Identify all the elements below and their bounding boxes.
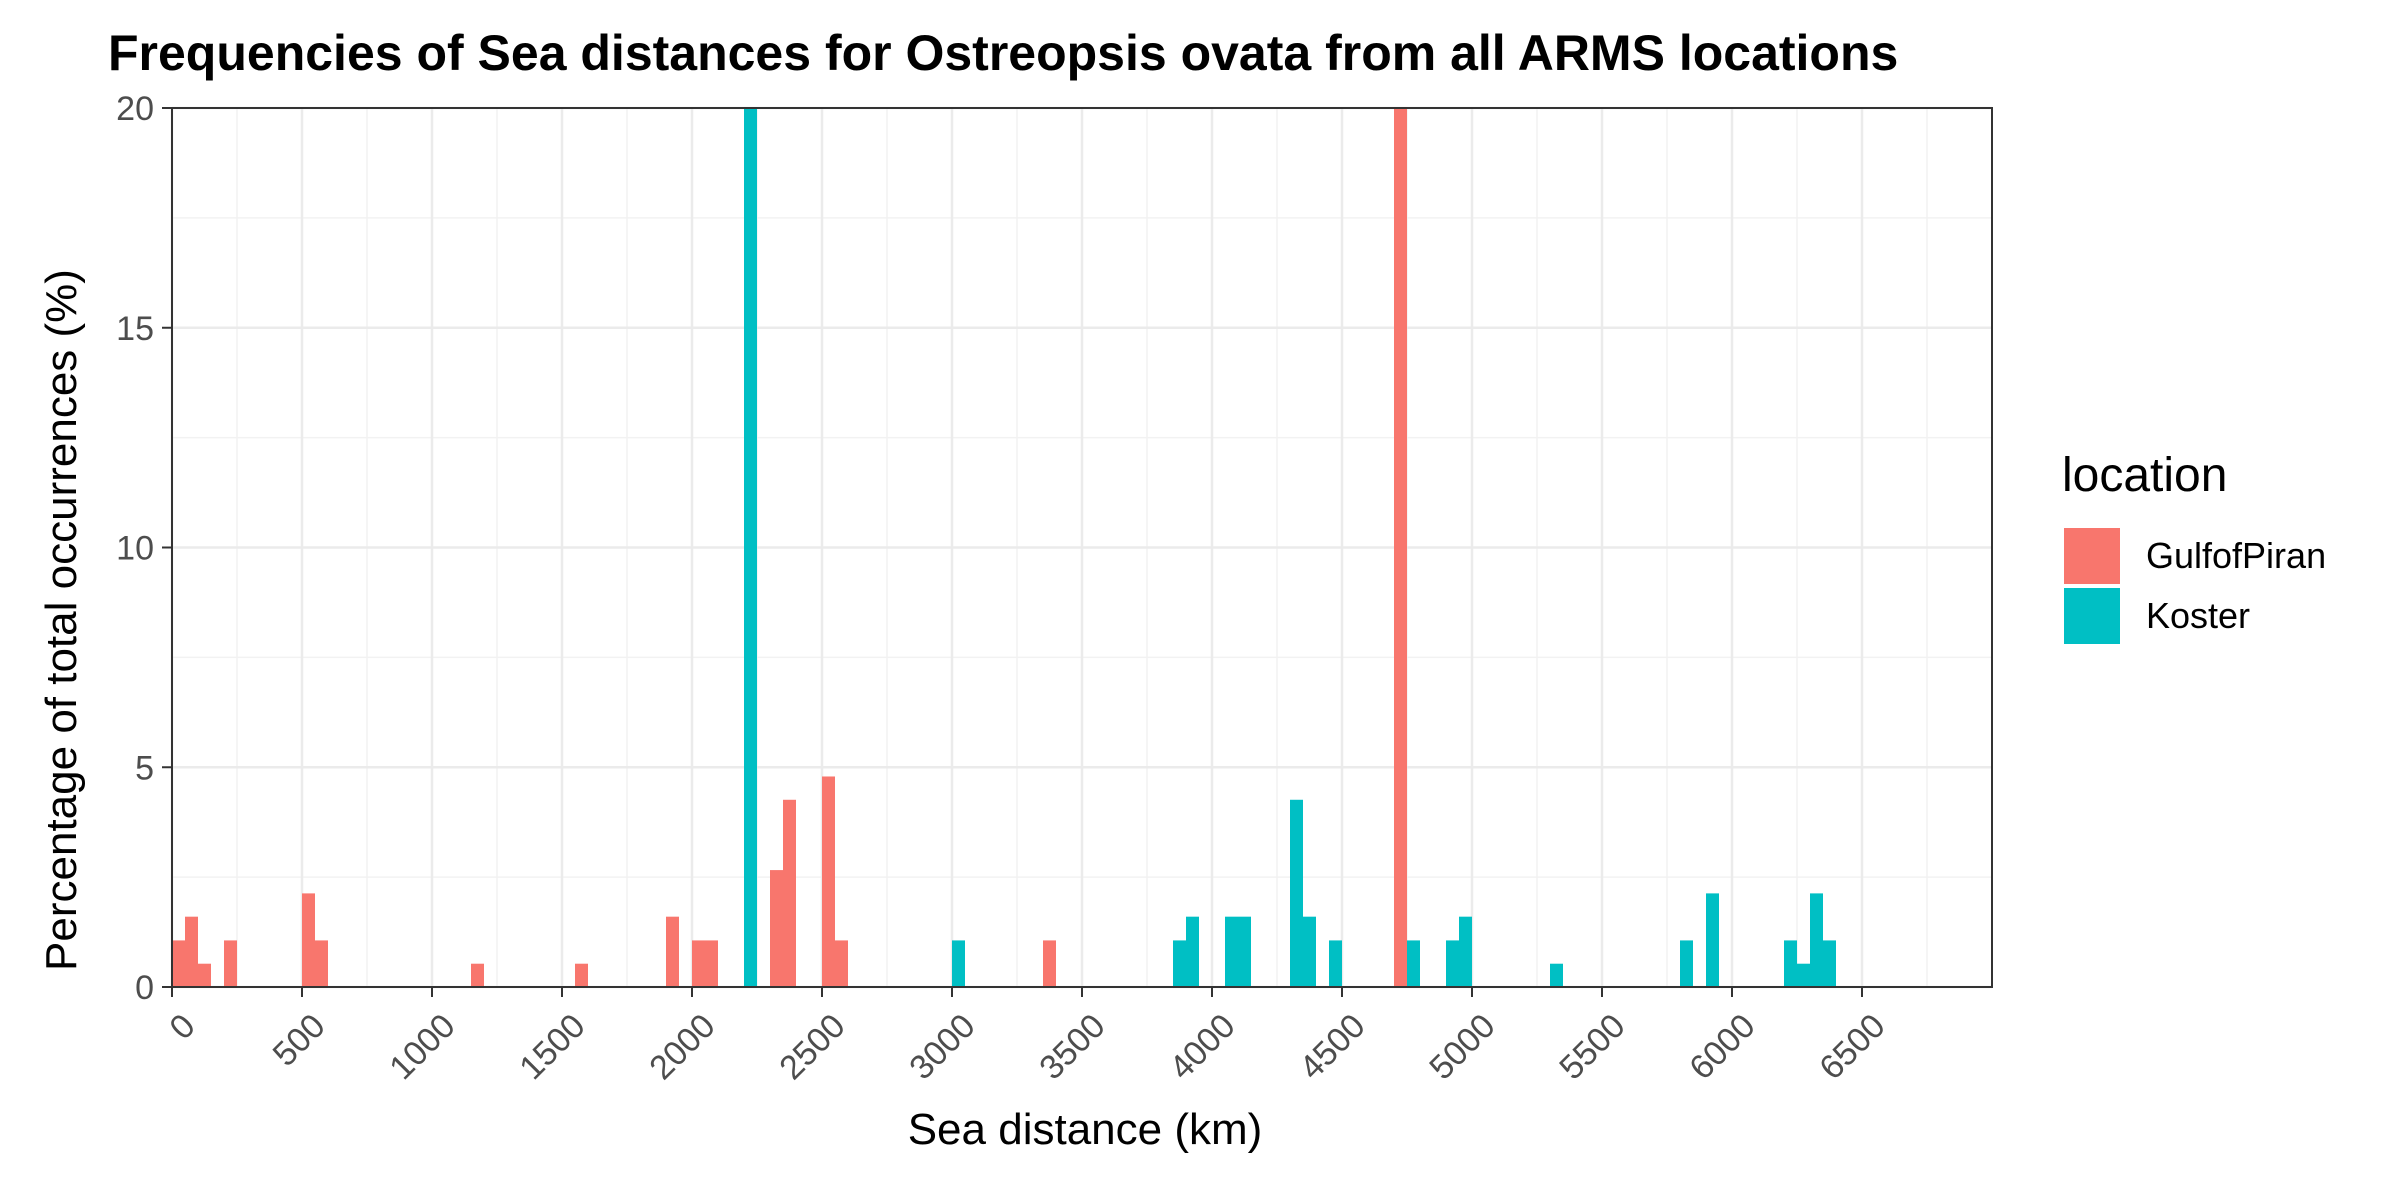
bar-gulfofpiran xyxy=(315,940,328,987)
y-tick-label: 10 xyxy=(116,530,154,568)
bar-koster xyxy=(1459,916,1472,987)
bar-koster xyxy=(1329,940,1342,987)
bar-koster xyxy=(1238,916,1251,987)
x-tick-label: 4000 xyxy=(1162,1007,1242,1087)
bar-gulfofpiran xyxy=(770,870,783,987)
x-axis-label: Sea distance (km) xyxy=(907,1105,1263,1154)
bar-gulfofpiran xyxy=(575,963,588,987)
bar-koster xyxy=(1446,940,1459,987)
bar-koster xyxy=(1173,940,1186,987)
bar-gulfofpiran xyxy=(172,940,185,987)
bar-gulfofpiran xyxy=(224,940,237,987)
bar-koster xyxy=(1680,940,1693,987)
bar-gulfofpiran xyxy=(705,940,718,987)
bar-koster xyxy=(1810,893,1823,987)
bar-koster xyxy=(1186,916,1199,987)
bar-koster xyxy=(1407,940,1420,987)
x-tick-label: 5500 xyxy=(1552,1007,1632,1087)
y-tick-label: 15 xyxy=(116,310,154,348)
x-tick-label: 1500 xyxy=(512,1007,592,1087)
bar-gulfofpiran xyxy=(692,940,705,987)
bar-gulfofpiran xyxy=(822,776,835,987)
bar-koster xyxy=(1550,963,1563,987)
bar-koster xyxy=(1784,940,1797,987)
bar-koster xyxy=(1706,893,1719,987)
x-tick-label: 3500 xyxy=(1032,1007,1112,1087)
x-tick-label: 3000 xyxy=(902,1007,982,1087)
y-tick-label: 0 xyxy=(135,969,154,1007)
bar-koster xyxy=(1303,916,1316,987)
x-tick-label: 6500 xyxy=(1812,1007,1892,1087)
bar-koster xyxy=(952,940,965,987)
bar-gulfofpiran xyxy=(1394,108,1407,987)
x-tick-label: 0 xyxy=(162,1007,202,1047)
bar-gulfofpiran xyxy=(198,963,211,987)
bar-koster xyxy=(744,108,757,987)
legend-title: location xyxy=(2062,449,2228,502)
legend-label-gulfofpiran: GulfofPiran xyxy=(2146,535,2327,576)
bar-gulfofpiran xyxy=(185,916,198,987)
x-tick-label: 6000 xyxy=(1682,1007,1762,1087)
bar-gulfofpiran xyxy=(471,963,484,987)
bar-gulfofpiran xyxy=(302,893,315,987)
bar-koster xyxy=(1797,963,1810,987)
y-axis-label: Percentage of total occurrences (%) xyxy=(37,269,86,971)
x-tick-label: 500 xyxy=(266,1007,333,1074)
legend-item-gulfofpiran: GulfofPiran xyxy=(2064,528,2326,584)
bar-gulfofpiran xyxy=(666,916,679,987)
chart-title: Frequencies of Sea distances for Ostreop… xyxy=(108,25,1899,81)
bar-gulfofpiran xyxy=(1043,940,1056,987)
bar-koster xyxy=(1290,799,1303,987)
bar-gulfofpiran xyxy=(835,940,848,987)
x-tick-label: 1000 xyxy=(382,1007,462,1087)
x-tick-label: 2500 xyxy=(772,1007,852,1087)
legend-item-koster: Koster xyxy=(2064,588,2250,644)
bar-gulfofpiran xyxy=(783,799,796,987)
bar-koster xyxy=(1823,940,1836,987)
legend-label-koster: Koster xyxy=(2146,595,2251,636)
bar-koster xyxy=(1225,916,1238,987)
legend-swatch-gulfofpiran xyxy=(2064,528,2120,584)
y-tick-label: 5 xyxy=(135,749,154,787)
legend-swatch-koster xyxy=(2064,588,2120,644)
y-tick-label: 20 xyxy=(116,90,154,128)
x-tick-label: 5000 xyxy=(1422,1007,1502,1087)
x-tick-label: 2000 xyxy=(642,1007,722,1087)
x-tick-label: 4500 xyxy=(1292,1007,1372,1087)
